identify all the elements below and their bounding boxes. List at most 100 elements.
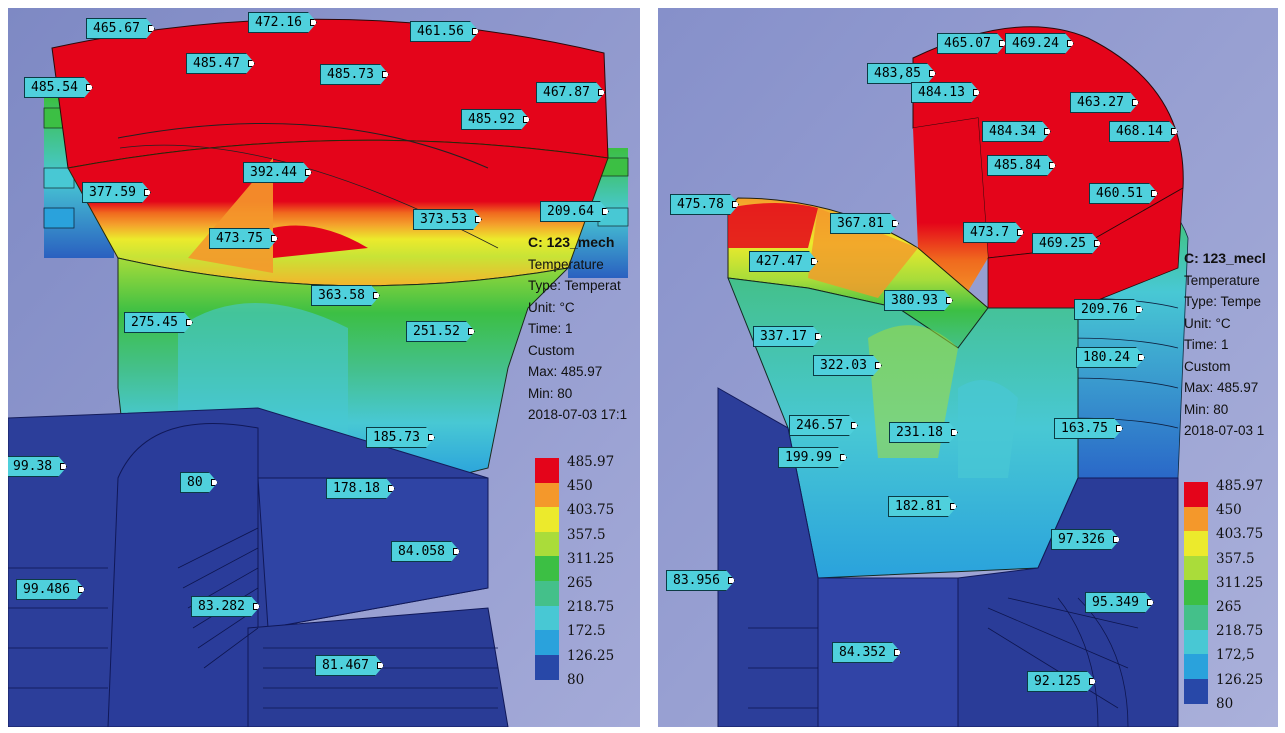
info-line: Temperature [528,256,604,272]
legend-value: 403.75 [1216,526,1264,543]
info-line: 2018-07-03 1 [1184,423,1265,438]
probe-label[interactable]: 185.73 [366,427,435,448]
right-info-title: C: 123_mecl [1184,250,1266,266]
probe-label[interactable]: 469.25 [1032,233,1101,254]
legend-value: 357.5 [1216,550,1255,567]
probe-label[interactable]: 473.75 [209,228,278,249]
info-line: Unit: °C [528,299,575,315]
probe-label[interactable]: 97.326 [1051,529,1120,550]
probe-label[interactable]: 463.27 [1070,92,1139,113]
legend-value: 265 [1216,599,1242,615]
info-line: Temperature [1184,272,1260,288]
probe-label[interactable]: 367.81 [830,213,899,234]
probe-label[interactable]: 465.07 [937,33,1006,54]
probe-label[interactable]: 373.53 [413,209,482,230]
legend-swatch [1184,506,1208,532]
probe-label[interactable]: 380.93 [884,290,953,311]
legend-swatch [535,630,559,656]
legend-swatch [535,654,559,680]
probe-label[interactable]: 199.99 [778,447,847,468]
legend-value: 218.75 [1216,623,1264,640]
left-view-panel[interactable]: 465.67 472.16 485.47 485.73 461.56 485.54 467.… [8,8,640,727]
legend-value: 485.97 [567,454,615,470]
legend-swatch [1184,555,1208,581]
right-view-panel[interactable]: 465.07 469.24 483,85 484.13 463.27 484.34 468.… [658,8,1278,727]
probe-label[interactable]: 322.03 [813,355,882,376]
probe-label[interactable]: 337.17 [753,326,822,347]
legend-swatch [1184,654,1208,680]
info-line: Min: 80 [528,385,573,401]
legend-swatch [535,556,559,582]
probe-label[interactable]: 84.058 [391,541,460,562]
probe-label[interactable]: 377.59 [82,182,151,203]
legend-value: 403.75 [567,502,615,519]
probe-label[interactable]: 427.47 [749,251,818,272]
probe-label[interactable]: 95.349 [1085,592,1154,613]
probe-label[interactable]: 246.57 [789,415,858,436]
probe-label[interactable]: 475.78 [670,194,739,215]
legend-value: 218.75 [567,599,615,616]
legend-swatch [1184,678,1208,704]
probe-label[interactable]: 182.81 [888,496,957,517]
legend-swatch [1184,629,1208,655]
probe-label[interactable]: 485.47 [186,53,255,74]
legend-swatch [1184,531,1208,557]
info-line: Time: 1 [1184,337,1229,352]
probe-label[interactable]: 83.282 [191,596,260,617]
probe-label[interactable]: 484.13 [911,82,980,103]
probe-label[interactable]: 81.467 [315,655,384,676]
info-line: Max: 485.97 [1184,380,1259,395]
probe-label[interactable]: 469.24 [1005,33,1074,54]
legend-value: 172.5 [567,623,606,640]
legend-swatch [1184,605,1208,630]
probe-label[interactable]: 472.16 [248,12,317,33]
probe-label[interactable]: 84.352 [832,642,901,663]
legend-value: 450 [567,478,593,495]
info-line: Time: 1 [528,321,573,336]
probe-label[interactable]: 209.76 [1074,299,1143,320]
right-piston-model[interactable] [658,8,1278,727]
probe-label[interactable]: 83.956 [666,570,735,591]
probe-label[interactable]: 392.44 [243,162,312,183]
probe-label[interactable]: 80 [180,472,218,493]
probe-label[interactable]: 92.125 [1027,671,1096,692]
probe-label[interactable]: 460.51 [1089,183,1158,204]
legend-value: 80 [1216,695,1234,712]
probe-label[interactable]: 99.38 [8,456,67,477]
probe-label[interactable]: 485.73 [320,64,389,85]
probe-label[interactable]: 465.67 [86,18,155,39]
probe-label[interactable]: 485.92 [461,109,530,130]
info-line: 2018-07-03 17:1 [528,407,628,422]
probe-label[interactable]: 483,85 [867,63,936,84]
probe-label[interactable]: 209.64 [540,201,609,222]
probe-label[interactable]: 485.84 [987,155,1056,176]
legend-value: 126.25 [567,647,615,664]
probe-label[interactable]: 251.52 [406,321,475,342]
probe-label[interactable]: 484.34 [982,121,1051,142]
probe-label[interactable]: 180.24 [1076,347,1145,368]
legend-swatch [535,507,559,533]
probe-label[interactable]: 461.56 [410,21,479,42]
probe-label[interactable]: 473.7 [963,222,1024,243]
probe-label[interactable]: 467.87 [536,82,605,103]
probe-label[interactable]: 178.18 [326,478,395,499]
probe-label[interactable]: 275.45 [124,312,193,333]
legend-swatch [535,581,559,606]
legend-swatch [535,458,559,483]
probe-label[interactable]: 485.54 [24,77,93,98]
legend-value: 172,5 [1216,647,1255,664]
legend-value: 126.25 [1216,671,1264,688]
legend-value: 311.25 [567,550,615,567]
probe-label[interactable]: 163.75 [1054,418,1123,439]
info-line: Type: Temperat [528,278,621,293]
legend-value: 450 [1216,502,1242,519]
legend-swatch [535,605,559,631]
info-line: Unit: °C [1184,315,1231,331]
probe-label[interactable]: 231.18 [889,422,958,443]
probe-label[interactable]: 468.14 [1109,121,1178,142]
legend-swatch [1184,482,1208,507]
probe-label[interactable]: 363.58 [311,285,380,306]
info-line: Custom [1184,358,1231,374]
legend-swatch [535,482,559,508]
probe-label[interactable]: 99.486 [16,579,85,600]
